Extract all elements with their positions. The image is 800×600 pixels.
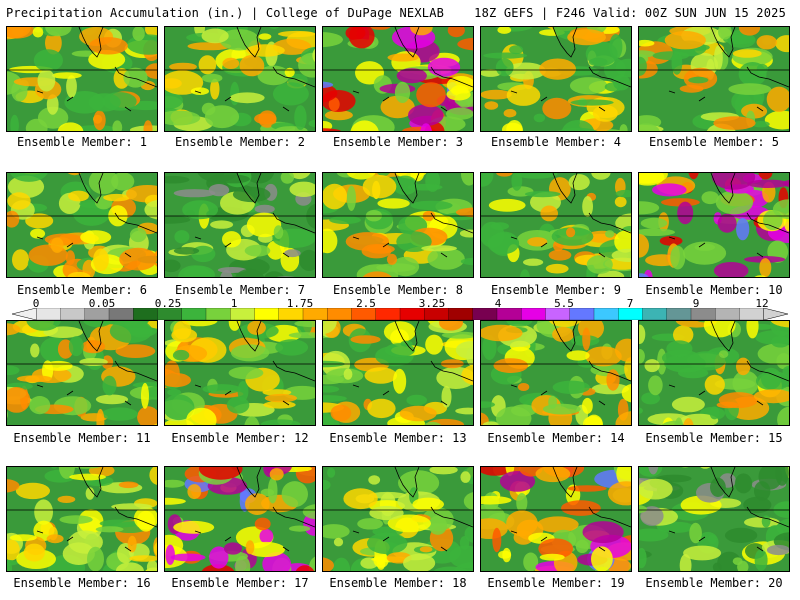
legend-swatch [642, 308, 668, 320]
legend-label: 0 [32, 297, 40, 310]
legend-label: 0.25 [154, 297, 182, 310]
member-caption: Ensemble Member: 3 [332, 135, 464, 149]
precip-field-map [323, 173, 473, 277]
legend-swatch [715, 308, 741, 320]
member-map-panel [6, 466, 158, 572]
member-map-panel [638, 172, 790, 278]
legend-swatch [448, 308, 474, 320]
member-map-panel [638, 466, 790, 572]
member-caption: Ensemble Member: 9 [490, 283, 622, 297]
precip-field-map [7, 321, 157, 425]
run-info: 18Z GEFS | F246 Valid: 00Z SUN JUN 15 20… [474, 6, 786, 20]
member-caption: Ensemble Member: 1 [16, 135, 148, 149]
member-map-panel [480, 172, 632, 278]
precip-field-map [7, 173, 157, 277]
member-map-panel [480, 466, 632, 572]
member-caption: Ensemble Member: 20 [645, 576, 783, 590]
member-map-panel [6, 26, 158, 132]
legend-label: 9 [692, 297, 700, 310]
precip-field-map [481, 321, 631, 425]
member-caption: Ensemble Member: 7 [174, 283, 306, 297]
precip-field-map [481, 27, 631, 131]
precip-field-map [639, 173, 789, 277]
member-caption: Ensemble Member: 5 [648, 135, 780, 149]
precip-field-map [165, 467, 315, 571]
legend-label: 12 [755, 297, 769, 310]
legend-label: 4 [494, 297, 502, 310]
legend-swatch [205, 308, 231, 320]
member-caption: Ensemble Member: 17 [171, 576, 309, 590]
legend-swatch [36, 308, 62, 320]
precip-field-map [639, 321, 789, 425]
member-map-panel [480, 320, 632, 426]
member-caption: Ensemble Member: 15 [645, 431, 783, 445]
legend-swatch [60, 308, 86, 320]
member-map-panel [6, 320, 158, 426]
legend-swatch [375, 308, 401, 320]
legend-label: 3.25 [418, 297, 446, 310]
legend-swatch [521, 308, 547, 320]
precip-field-map [481, 173, 631, 277]
precip-field-map [639, 467, 789, 571]
map-title: Precipitation Accumulation (in.) | Colle… [6, 6, 445, 20]
member-caption: Ensemble Member: 16 [13, 576, 151, 590]
precip-field-map [481, 467, 631, 571]
legend-label: 0.05 [88, 297, 116, 310]
legend-label: 1.75 [286, 297, 314, 310]
member-map-panel [638, 26, 790, 132]
precip-field-map [7, 467, 157, 571]
member-caption: Ensemble Member: 8 [332, 283, 464, 297]
precip-field-map [323, 27, 473, 131]
legend-arrow-right [763, 308, 788, 320]
legend-swatch [254, 308, 280, 320]
member-map-panel [322, 466, 474, 572]
member-map-panel [322, 26, 474, 132]
member-caption: Ensemble Member: 10 [645, 283, 783, 297]
precip-field-map [323, 467, 473, 571]
member-map-panel [6, 172, 158, 278]
legend-swatch [666, 308, 692, 320]
member-map-panel [164, 26, 316, 132]
member-map-panel [638, 320, 790, 426]
member-map-panel [164, 172, 316, 278]
member-caption: Ensemble Member: 2 [174, 135, 306, 149]
legend-label: 1 [230, 297, 238, 310]
member-caption: Ensemble Member: 6 [16, 283, 148, 297]
legend-label: 7 [626, 297, 634, 310]
legend-swatch [593, 308, 619, 320]
member-caption: Ensemble Member: 13 [329, 431, 467, 445]
precip-field-map [323, 321, 473, 425]
member-map-panel [164, 320, 316, 426]
member-caption: Ensemble Member: 14 [487, 431, 625, 445]
precip-color-legend [12, 308, 788, 320]
precip-field-map [165, 27, 315, 131]
member-map-panel [322, 320, 474, 426]
precip-field-map [639, 27, 789, 131]
precip-field-map [165, 173, 315, 277]
member-caption: Ensemble Member: 18 [329, 576, 467, 590]
member-caption: Ensemble Member: 4 [490, 135, 622, 149]
member-map-panel [322, 172, 474, 278]
precip-field-map [165, 321, 315, 425]
legend-swatch [181, 308, 207, 320]
legend-label: 2.5 [356, 297, 376, 310]
member-map-panel [480, 26, 632, 132]
member-map-panel [164, 466, 316, 572]
legend-swatch [327, 308, 353, 320]
member-caption: Ensemble Member: 11 [13, 431, 151, 445]
member-caption: Ensemble Member: 12 [171, 431, 309, 445]
legend-label: 5.5 [554, 297, 574, 310]
precip-field-map [7, 27, 157, 131]
member-caption: Ensemble Member: 19 [487, 576, 625, 590]
